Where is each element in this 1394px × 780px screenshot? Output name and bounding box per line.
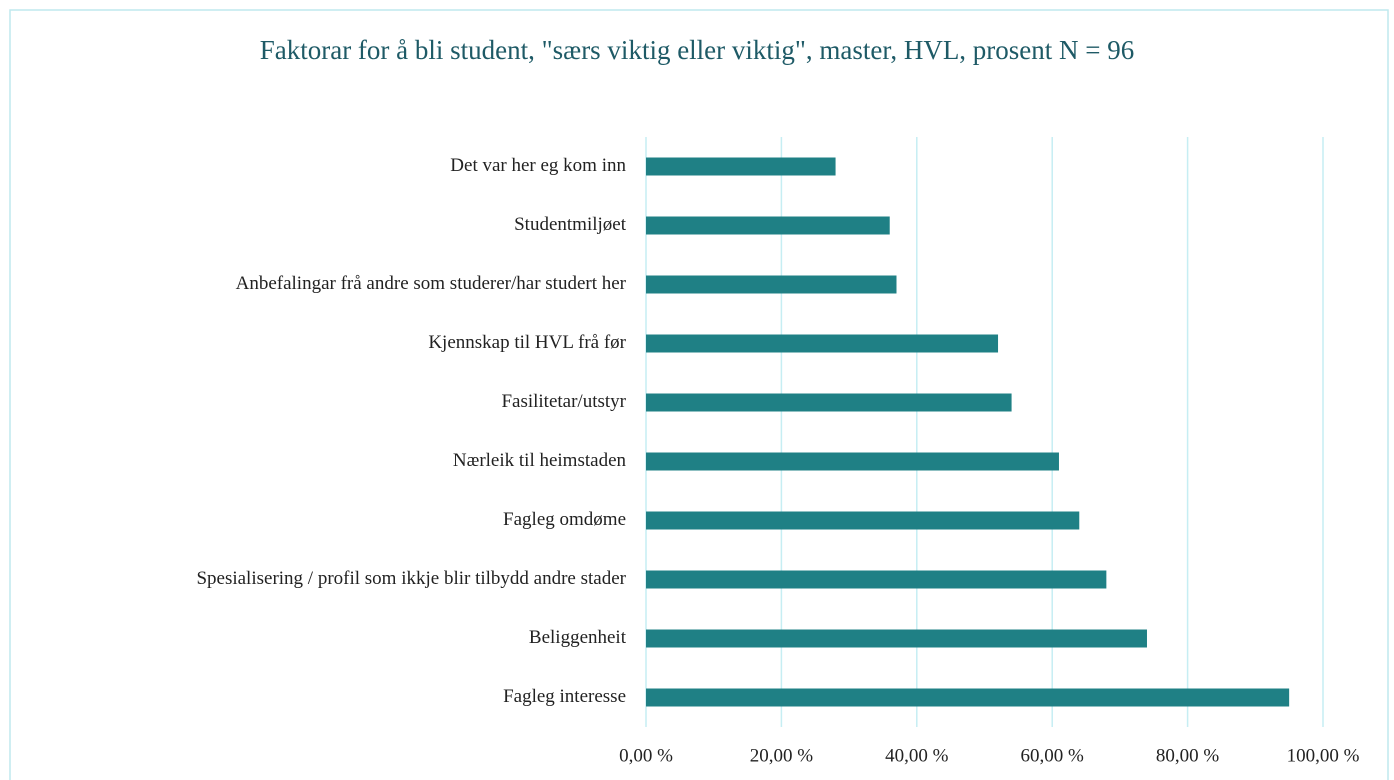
y-tick-label: Kjennskap til HVL frå før: [428, 332, 626, 353]
bar: [646, 452, 1059, 471]
bar: [646, 511, 1080, 530]
y-tick-label: Fasilitetar/utstyr: [501, 391, 626, 412]
bar: [646, 216, 890, 235]
bar: [646, 334, 999, 353]
y-tick-label: Anbefalingar frå andre som studerer/har …: [236, 273, 627, 294]
x-tick-label: 0,00 %: [619, 745, 673, 766]
bar: [646, 275, 897, 294]
bar: [646, 157, 836, 176]
y-tick-label: Spesialisering / profil som ikkje blir t…: [196, 568, 626, 589]
x-tick-label: 100,00 %: [1287, 745, 1360, 766]
x-tick-label: 40,00 %: [885, 745, 949, 766]
y-tick-label: Fagleg interesse: [503, 686, 626, 707]
y-tick-label: Det var her eg kom inn: [450, 155, 626, 176]
y-tick-label: Fagleg omdøme: [503, 509, 626, 530]
bar: [646, 570, 1107, 589]
bar: [646, 688, 1290, 707]
y-tick-label: Beliggenheit: [529, 627, 627, 648]
x-tick-label: 20,00 %: [750, 745, 814, 766]
bar: [646, 629, 1147, 648]
bar: [646, 393, 1012, 412]
chart-title: Faktorar for å bli student, "særs viktig…: [260, 35, 1135, 65]
y-tick-label: Nærleik til heimstaden: [453, 450, 627, 471]
x-tick-label: 80,00 %: [1156, 745, 1220, 766]
y-tick-label: Studentmiljøet: [514, 214, 627, 235]
x-tick-label: 60,00 %: [1021, 745, 1085, 766]
